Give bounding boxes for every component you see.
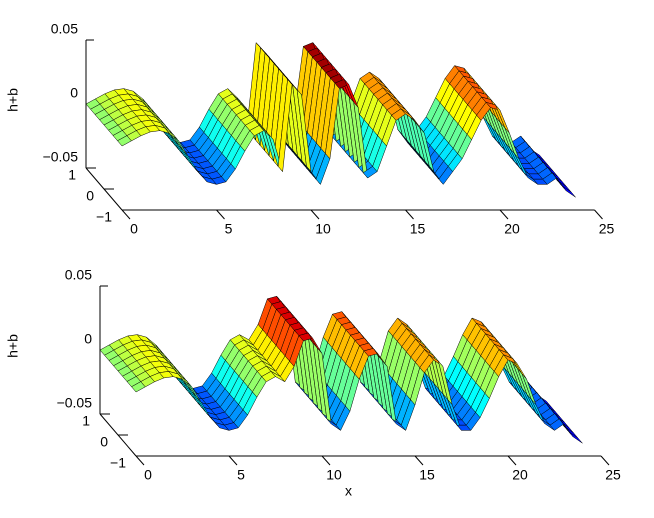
x-tick — [228, 455, 238, 466]
x-tick — [216, 209, 225, 220]
x-tick — [310, 209, 320, 220]
x-tick — [600, 455, 610, 466]
x-tick-label: 5 — [237, 467, 245, 483]
x-tick-label: 0 — [144, 467, 152, 483]
x-tick — [499, 209, 509, 220]
x-axis-label: x — [345, 483, 352, 499]
x-tick-label: 15 — [419, 467, 435, 483]
x-tick-label: 15 — [410, 221, 426, 237]
z-tick-label: 0 — [84, 331, 92, 347]
y-tick-label: 1 — [68, 167, 76, 183]
surface-patch — [561, 185, 576, 198]
z-axis-label: h+b — [5, 334, 21, 358]
z-tick-label: 0.05 — [65, 267, 92, 283]
z-tick-label: 0 — [70, 85, 78, 101]
x-tick-label: 20 — [512, 467, 528, 483]
y-tick-label: −1 — [110, 455, 126, 471]
x-tick — [121, 209, 131, 220]
x-tick-label: 5 — [225, 221, 233, 237]
y-tick-label: 0 — [100, 434, 108, 450]
y-tick-label: 1 — [82, 413, 90, 429]
y-tick-label: −1 — [96, 209, 112, 225]
x-tick-label: 10 — [326, 467, 342, 483]
x-tick — [414, 455, 424, 466]
x-tick — [507, 455, 517, 466]
x-tick — [321, 455, 331, 466]
y-tick-label: 0 — [86, 188, 94, 204]
z-tick-label: 0.05 — [51, 21, 78, 37]
x-tick-label: 25 — [599, 221, 615, 237]
x-tick-label: 20 — [504, 221, 520, 237]
x-tick-label: 0 — [130, 221, 138, 237]
z-axis-label: h+b — [5, 88, 21, 112]
x-tick — [594, 209, 603, 220]
z-tick-label: −0.05 — [43, 149, 79, 165]
x-tick — [405, 209, 414, 220]
surface-patch — [568, 431, 583, 444]
z-tick-label: −0.05 — [57, 395, 93, 411]
x-tick-label: 10 — [315, 221, 331, 237]
x-tick — [135, 455, 145, 466]
x-tick-label: 25 — [605, 467, 621, 483]
